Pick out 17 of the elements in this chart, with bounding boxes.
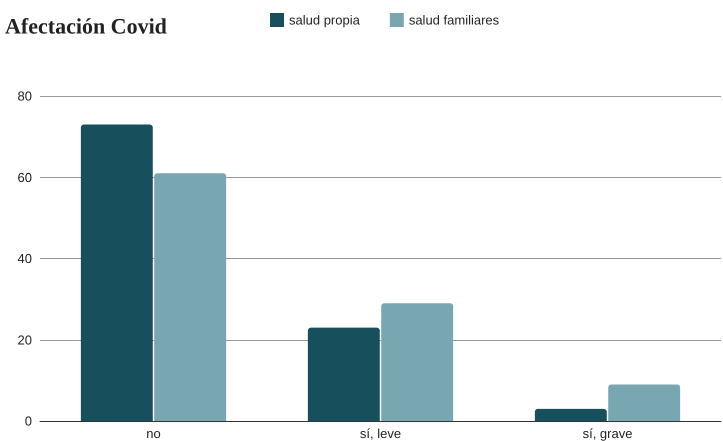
y-tick-label: 40 xyxy=(18,251,32,266)
bar xyxy=(534,408,607,421)
bar xyxy=(80,124,153,421)
x-tick-label: no xyxy=(146,426,161,441)
y-tick-label: 0 xyxy=(24,414,32,428)
y-tick-label: 20 xyxy=(18,332,32,348)
bar xyxy=(308,328,380,421)
legend-label: salud familiares xyxy=(408,12,500,28)
y-tick-label: 80 xyxy=(18,88,32,104)
bar xyxy=(381,303,454,421)
x-tick-label: sí, grave xyxy=(582,426,632,441)
x-tick-label: sí, leve xyxy=(360,426,402,441)
legend-label: salud propia xyxy=(289,12,361,28)
bar xyxy=(608,384,680,421)
bar xyxy=(154,173,226,421)
y-tick-label: 60 xyxy=(18,170,32,185)
chart-title: Afectación Covid xyxy=(5,14,167,38)
